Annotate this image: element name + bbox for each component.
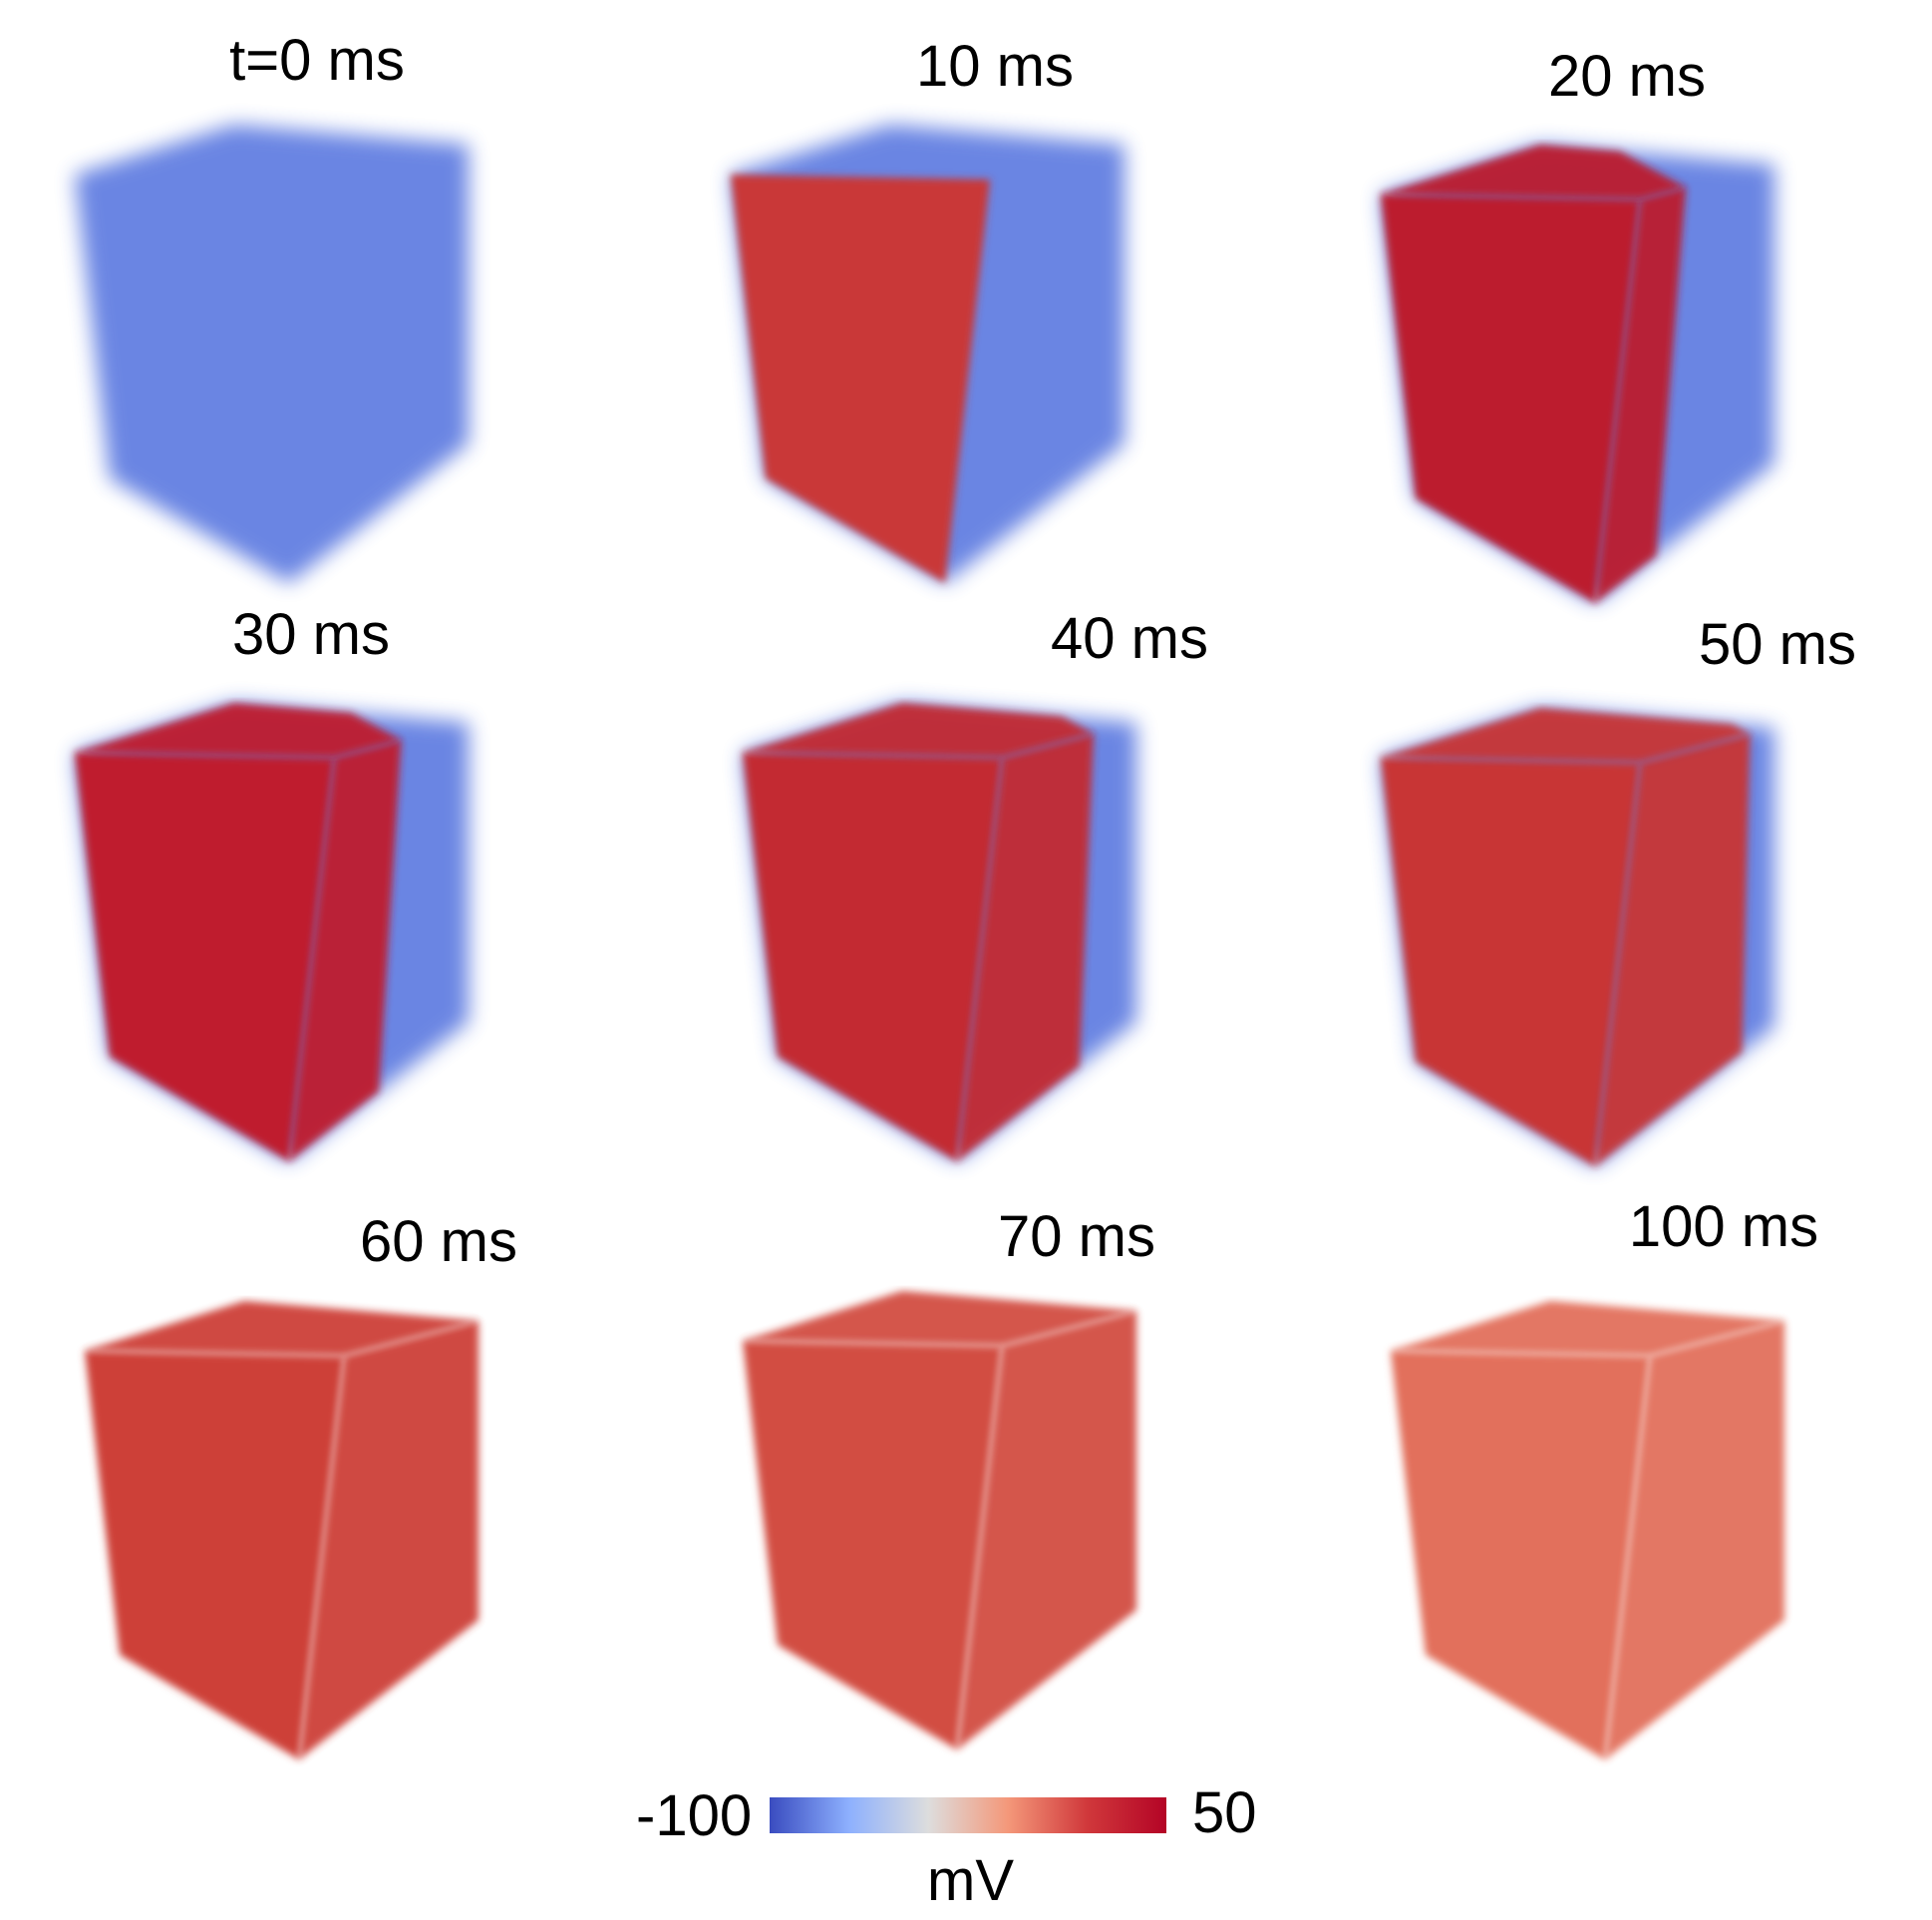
depolarized-top-face (75, 703, 402, 758)
depolarized-front-face (731, 174, 990, 583)
depolarized-front-face (743, 1341, 1002, 1750)
depolarized-top-face (1381, 145, 1686, 199)
cube-panel (1381, 145, 1774, 603)
cube-panel (743, 1291, 1136, 1750)
cube-panel (75, 125, 469, 583)
depolarized-front-face (1391, 1351, 1650, 1760)
colorbar-min-label: -100 (636, 1783, 753, 1848)
panel-time-label: 30 ms (232, 602, 390, 667)
cube-panel (1391, 1301, 1784, 1760)
panel-time-label: 20 ms (1548, 44, 1706, 109)
colorbar-unit-label: mV (927, 1848, 1014, 1913)
depolarized-top-face (743, 703, 1094, 758)
depolarized-side-face (1595, 187, 1686, 603)
depolarized-side-face (289, 740, 402, 1161)
panel-time-label: 50 ms (1699, 612, 1856, 677)
depolarized-front-face (75, 753, 334, 1161)
cube-panel (1381, 708, 1774, 1166)
depolarized-side-face (299, 1321, 479, 1760)
depolarized-front-face (85, 1351, 344, 1760)
depolarized-side-face (1595, 734, 1751, 1166)
cube-panel (85, 1301, 479, 1760)
colorbar-max-label: 50 (1192, 1780, 1257, 1845)
depolarized-front-face (1381, 194, 1640, 603)
depolarized-front-face (743, 753, 1002, 1161)
panel-time-label: 40 ms (1051, 606, 1208, 671)
cube-panel (731, 125, 1125, 583)
resting-region (75, 125, 469, 583)
depolarized-top-face (85, 1301, 479, 1356)
depolarized-side-face (957, 1311, 1136, 1750)
depolarized-side-face (957, 734, 1094, 1161)
cube-panel (743, 703, 1136, 1161)
depolarized-top-face (1391, 1301, 1784, 1356)
panel-time-label: 70 ms (998, 1204, 1155, 1269)
depolarized-side-face (1605, 1321, 1784, 1760)
panel-time-label: 100 ms (1628, 1194, 1819, 1259)
panel-time-label: 60 ms (360, 1209, 517, 1274)
depolarized-top-face (743, 1291, 1136, 1346)
cube-panel (75, 703, 469, 1161)
depolarized-front-face (1381, 758, 1640, 1166)
panel-time-label: t=0 ms (229, 28, 405, 93)
depolarized-top-face (1381, 708, 1751, 763)
panel-time-label: 10 ms (916, 34, 1074, 99)
colorbar-gradient (770, 1797, 1166, 1833)
